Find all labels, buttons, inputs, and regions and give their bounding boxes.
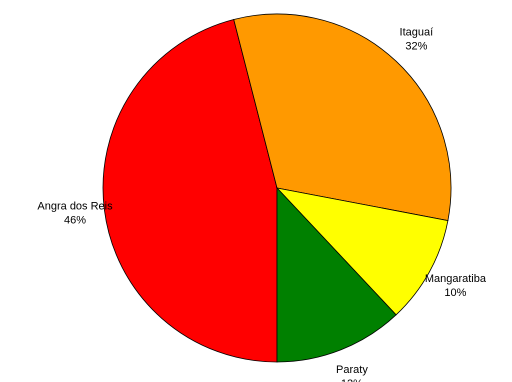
slice-label: Paraty (336, 364, 368, 376)
slice-value-label: 46% (64, 214, 86, 226)
slice-label: Mangaratiba (425, 273, 487, 285)
pie-slice (233, 13, 452, 222)
slice-value-label: 12% (341, 378, 363, 382)
slice-label: Itaguaí (400, 27, 434, 39)
pie-slice (102, 18, 278, 363)
pie-slice (275, 187, 449, 316)
slice-value-label: 10% (444, 287, 466, 299)
slice-label: Angra dos Reis (37, 200, 113, 212)
slice-value-label: 32% (405, 41, 427, 53)
pie-slice (276, 186, 397, 363)
